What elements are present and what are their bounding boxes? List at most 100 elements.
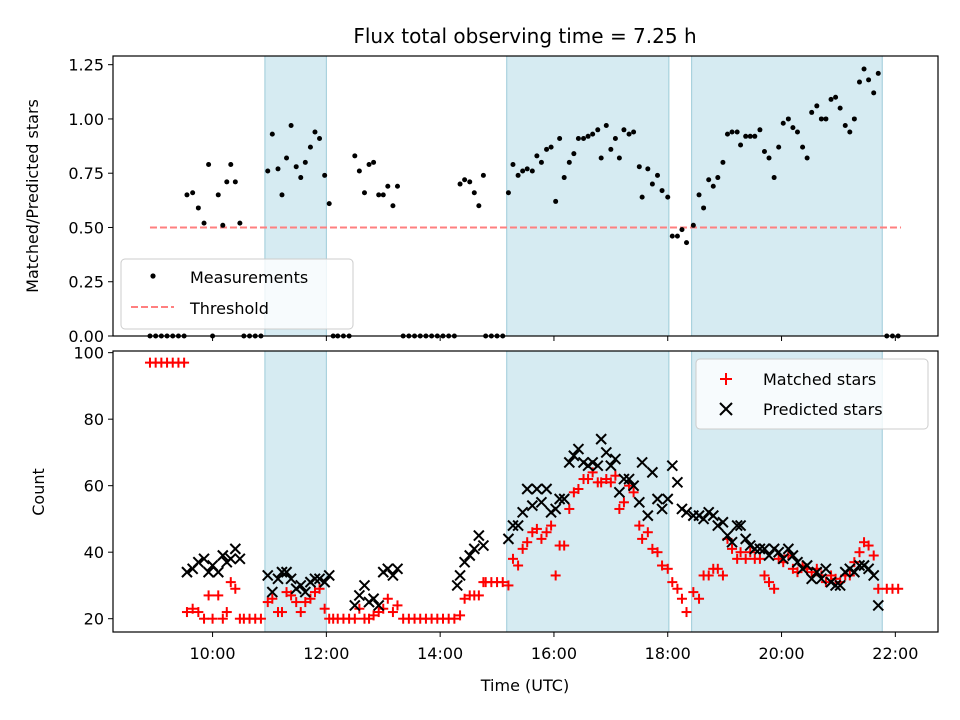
measurement-point	[776, 144, 782, 150]
measurement-point	[814, 103, 820, 109]
measurement-point	[476, 203, 482, 209]
predicted-star-marker	[181, 566, 193, 578]
predicted-star-marker	[805, 573, 818, 585]
measurement-point	[809, 109, 815, 115]
predicted-star-marker	[671, 476, 684, 489]
matched-star-marker	[203, 590, 214, 601]
predicted-star-marker	[382, 563, 394, 575]
matched-star-marker	[703, 570, 714, 581]
measurement-point	[833, 94, 839, 100]
matched-star-marker	[473, 590, 484, 601]
legend: Measurements Threshold	[120, 258, 354, 330]
measurement-point	[804, 155, 810, 161]
matched-star-marker	[634, 520, 645, 531]
measurement-point	[790, 125, 796, 131]
measurement-point	[715, 175, 721, 181]
x-tick-label: 14:00	[417, 644, 463, 663]
count-panel: 10:00 12:00 14:00 16:00 18:00 20:00 22:00 20 40…	[29, 344, 939, 695]
matched-star-marker	[628, 487, 639, 498]
matched-star-marker	[207, 613, 218, 624]
figure-title: Flux total observing time = 7.25 h	[353, 24, 696, 48]
matched-star-marker	[868, 550, 879, 561]
legend-label-predicted: Predicted stars	[763, 400, 883, 419]
predicted-star-marker	[662, 493, 674, 505]
y-axis-label: Count	[29, 468, 48, 516]
x-axis-label: Time (UTC)	[480, 676, 569, 695]
measurement-point	[679, 227, 685, 233]
predicted-star-marker	[707, 509, 719, 522]
predicted-star-marker	[553, 493, 566, 505]
measurement-point	[674, 233, 680, 239]
matched-star-marker	[314, 583, 325, 594]
measurement-point	[317, 135, 323, 141]
predicted-star-marker	[299, 586, 312, 598]
y-tick-label: 20	[84, 610, 104, 629]
matched-star-marker	[291, 597, 302, 608]
predicted-star-marker	[225, 553, 237, 565]
measurement-point	[639, 194, 645, 200]
measurement-point	[538, 159, 544, 165]
predicted-star-marker	[636, 456, 648, 469]
measurement-point	[394, 183, 400, 189]
measurement-point	[585, 133, 591, 139]
predicted-star-marker	[217, 549, 229, 562]
predicted-star-marker	[712, 519, 724, 532]
measurement-point	[224, 179, 230, 185]
measurement-point	[371, 159, 377, 165]
measurement-point	[780, 120, 786, 126]
matched-star-marker	[541, 527, 552, 538]
matched-star-marker	[681, 607, 692, 618]
matched-star-marker	[522, 537, 533, 548]
measurement-point	[544, 146, 550, 152]
matched-star-marker	[642, 527, 653, 538]
matched-star-marker	[732, 553, 743, 564]
measurement-point	[322, 172, 328, 178]
matched-star-marker	[267, 593, 278, 604]
measurement-point	[785, 116, 791, 122]
measurement-point	[232, 179, 238, 185]
matched-star-marker	[187, 603, 198, 614]
predicted-star-marker	[829, 579, 842, 592]
x-tick-label: 22:00	[872, 644, 918, 663]
predicted-star-marker	[526, 499, 539, 512]
measurement-point	[621, 127, 627, 133]
predicted-star-marker	[572, 443, 585, 455]
measurement-point	[649, 181, 655, 187]
measurement-point	[724, 131, 730, 137]
measurement-point	[215, 192, 221, 198]
predicted-star-marker	[721, 529, 734, 542]
predicted-star-marker	[623, 473, 635, 485]
predicted-star-marker	[734, 519, 747, 532]
y-tick-label: 60	[84, 477, 104, 496]
predicted-star-marker	[595, 433, 607, 445]
matched-star-marker	[517, 543, 528, 554]
matched-star-marker	[295, 607, 306, 618]
matched-star-marker	[459, 593, 470, 604]
measurement-point	[684, 240, 690, 246]
matched-star-marker	[863, 540, 874, 551]
predicted-star-marker	[276, 566, 288, 578]
predicted-star-marker	[372, 599, 385, 612]
matched-star-marker	[759, 570, 770, 581]
measurement-point	[626, 131, 632, 137]
measurement-point	[837, 105, 843, 111]
matched-star-marker	[503, 580, 514, 591]
predicted-star-marker	[212, 566, 224, 578]
measurement-point	[366, 162, 372, 168]
predicted-star-marker	[521, 483, 533, 495]
y-tick-label: 40	[84, 543, 104, 562]
measurement-point	[823, 116, 829, 122]
predicted-star-marker	[739, 533, 752, 545]
measurement-point	[307, 144, 313, 150]
measurement-point	[847, 129, 853, 135]
predicted-star-marker	[872, 599, 884, 612]
predicted-star-marker	[666, 460, 679, 472]
measurement-point	[298, 175, 304, 181]
predicted-star-marker	[646, 466, 659, 479]
matched-star-marker	[513, 560, 524, 571]
predicted-stars-points	[181, 433, 884, 612]
predicted-star-marker	[280, 566, 293, 578]
predicted-legend-marker	[719, 402, 733, 416]
matched-star-marker	[672, 583, 683, 594]
